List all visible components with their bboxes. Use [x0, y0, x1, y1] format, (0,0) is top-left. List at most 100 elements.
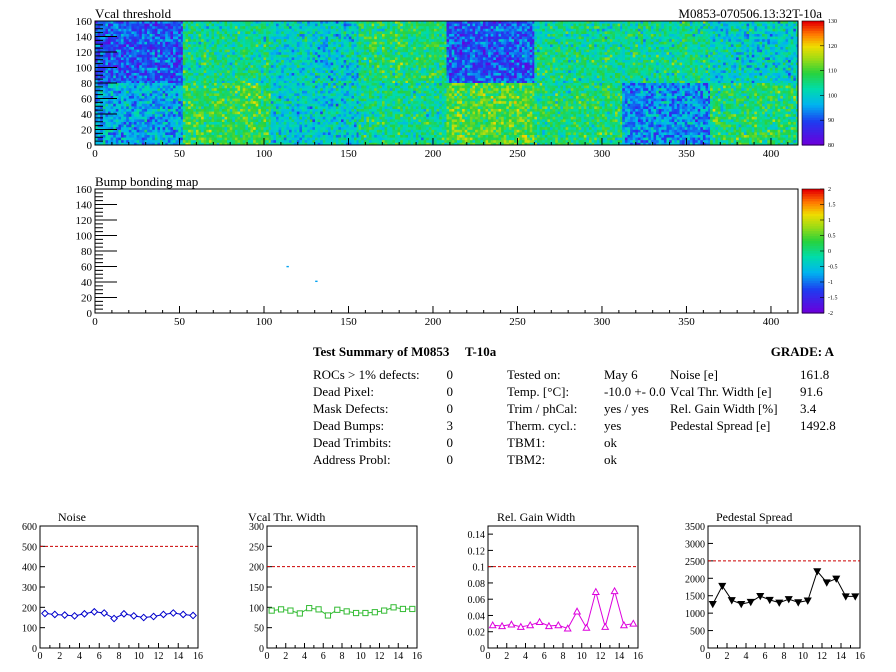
- heatmap-cell: [594, 80, 598, 84]
- heatmap-cell: [160, 57, 163, 61]
- heatmap-cell: [134, 65, 137, 69]
- heatmap-cell: [482, 78, 486, 82]
- heatmap-cell: [676, 23, 680, 27]
- heatmap-cell: [208, 73, 212, 76]
- heatmap-cell: [547, 47, 551, 50]
- heatmap-cell: [441, 47, 445, 50]
- heatmap-cell: [493, 65, 497, 69]
- heatmap-cell: [524, 47, 528, 50]
- heatmap-cell: [387, 75, 391, 79]
- heatmap-cell: [100, 49, 104, 53]
- heatmap-cell: [661, 26, 665, 30]
- heatmap-cell: [113, 36, 117, 40]
- heatmap-cell: [594, 57, 598, 61]
- heatmap-cell: [330, 78, 334, 82]
- heatmap-cell: [547, 52, 551, 56]
- heatmap-cell: [141, 47, 145, 50]
- heatmap-cell: [136, 31, 140, 35]
- heatmap-cell: [224, 80, 228, 84]
- heatmap-cell: [263, 31, 267, 35]
- heatmap-cell: [620, 80, 624, 84]
- heatmap-cell: [379, 78, 383, 82]
- heatmap-cell: [198, 31, 202, 35]
- heatmap-cell: [475, 54, 478, 58]
- heatmap-cell: [175, 31, 179, 35]
- heatmap-cell: [286, 54, 290, 58]
- heatmap-cell: [224, 21, 228, 24]
- heatmap-cell: [441, 52, 445, 56]
- heatmap-cell: [175, 23, 179, 27]
- heatmap-cell: [302, 23, 305, 27]
- heatmap-cell: [154, 41, 158, 45]
- heatmap-cell: [147, 57, 150, 61]
- heatmap-cell: [289, 23, 292, 27]
- heatmap-cell: [596, 34, 600, 37]
- heatmap-cell: [224, 57, 228, 61]
- heatmap-cell: [451, 39, 455, 43]
- heatmap-cell: [165, 73, 169, 76]
- heatmap-cell: [167, 57, 171, 61]
- heatmap-cell: [563, 73, 566, 76]
- heatmap-cell: [315, 52, 318, 56]
- heatmap-cell: [446, 31, 450, 35]
- heatmap-cell: [456, 21, 460, 24]
- heatmap-cell: [354, 49, 357, 53]
- heatmap-cell: [160, 23, 163, 27]
- heatmap-cell: [408, 57, 411, 61]
- heatmap-cell: [578, 39, 582, 43]
- heatmap-cell: [573, 36, 577, 40]
- heatmap-cell: [552, 41, 556, 45]
- heatmap-cell: [291, 75, 295, 79]
- heatmap-cell: [581, 75, 585, 79]
- heatmap-cell: [423, 26, 427, 30]
- heatmap-cell: [294, 65, 298, 69]
- heatmap-cell: [338, 36, 342, 40]
- heatmap-cell: [361, 60, 365, 63]
- heatmap-cell: [402, 34, 406, 37]
- heatmap-cell: [529, 60, 533, 63]
- heatmap-cell: [498, 44, 502, 48]
- heatmap-cell: [144, 23, 148, 27]
- heatmap-cell: [278, 49, 282, 53]
- heatmap-cell: [126, 65, 130, 69]
- heatmap-cell: [418, 60, 422, 63]
- heatmap-cell: [201, 80, 204, 84]
- heatmap-cell: [307, 57, 311, 61]
- heatmap-cell: [589, 49, 592, 53]
- heatmap-cell: [366, 47, 370, 50]
- heatmap-cell: [456, 80, 460, 84]
- heatmap-cell: [632, 26, 636, 30]
- heatmap-cell: [333, 47, 337, 50]
- heatmap-cell: [361, 52, 365, 56]
- heatmap-cell: [309, 78, 313, 82]
- heatmap-cell: [620, 57, 624, 61]
- heatmap-cell: [542, 31, 546, 35]
- heatmap-cell: [348, 26, 352, 30]
- heatmap-cell: [508, 39, 512, 43]
- heatmap-cell: [216, 36, 220, 40]
- heatmap-cell: [581, 62, 585, 66]
- heatmap-cell: [581, 23, 585, 27]
- heatmap-cell: [382, 44, 385, 48]
- heatmap-cell: [415, 75, 419, 79]
- heatmap-cell: [160, 39, 163, 43]
- heatmap-cell: [555, 57, 559, 61]
- heatmap-cell: [273, 44, 277, 48]
- heatmap-cell: [247, 78, 251, 82]
- heatmap-cell: [428, 70, 432, 74]
- heatmap-cell: [170, 31, 174, 35]
- heatmap-cell: [586, 73, 590, 76]
- heatmap-cell: [451, 65, 455, 69]
- heatmap-cell: [178, 47, 182, 50]
- heatmap-cell: [170, 62, 174, 66]
- heatmap-cell: [206, 54, 210, 58]
- heatmap-cell: [216, 26, 220, 30]
- heatmap-cell: [402, 47, 406, 50]
- heatmap-cell: [123, 31, 127, 35]
- heatmap-cell: [547, 28, 551, 32]
- heatmap-cell: [173, 26, 176, 30]
- heatmap-cell: [490, 36, 494, 40]
- heatmap-cell: [508, 65, 512, 69]
- heatmap-cell: [278, 54, 282, 58]
- heatmap-cell: [395, 44, 398, 48]
